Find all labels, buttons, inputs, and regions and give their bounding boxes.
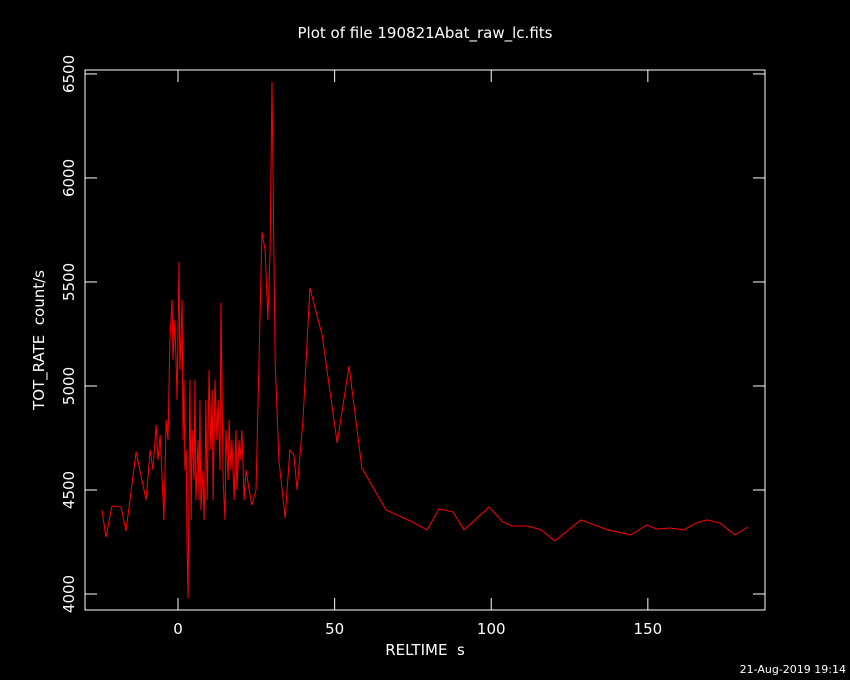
y-axis-label: TOT_RATE count/s [30, 270, 49, 411]
x-tick-label: 50 [325, 620, 344, 638]
y-tick-label: 5500 [60, 263, 78, 301]
x-axis-label: RELTIME s [385, 641, 465, 659]
y-tick-label: 4500 [60, 471, 78, 509]
x-tick-label: 150 [634, 620, 663, 638]
y-tick-label: 4000 [60, 575, 78, 613]
x-tick-label: 100 [477, 620, 506, 638]
x-tick-label: 0 [173, 620, 183, 638]
y-tick-label: 6500 [60, 55, 78, 93]
y-tick-label: 6000 [60, 159, 78, 197]
data-line [101, 81, 749, 598]
plot-frame [84, 69, 766, 611]
timestamp: 21-Aug-2019 19:14 [740, 663, 846, 676]
y-tick-label: 5000 [60, 367, 78, 405]
chart-title: Plot of file 190821Abat_raw_lc.fits [298, 24, 553, 43]
